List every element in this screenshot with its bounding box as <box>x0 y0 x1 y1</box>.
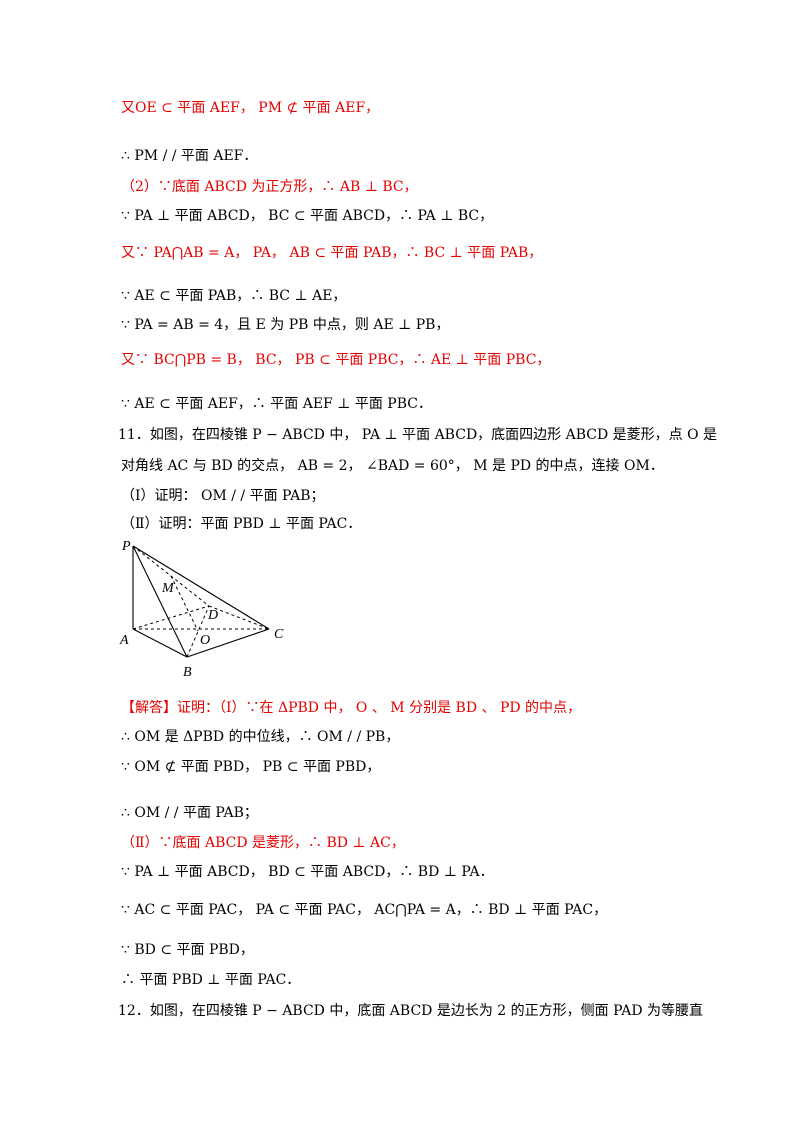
answer-line-8: ∵ BD ⊂ 平面 PBD， <box>121 942 254 958</box>
text-line-2: ∴ PM / / 平面 AEF． <box>121 148 258 164</box>
figure-label-P: P <box>121 539 131 554</box>
answer-line-4: ∴ OM / / 平面 PAB； <box>121 805 258 821</box>
answer-line-1: 【解答】证明：（Ⅰ）∵在 ΔPBD 中， O 、 M 分别是 BD 、 PD 的… <box>121 700 582 716</box>
text-line-1: 又OE ⊂ 平面 AEF， PM ⊄ 平面 AEF， <box>121 100 380 116</box>
answer-line-9: ∴ 平面 PBD ⊥ 平面 PAC． <box>121 972 301 988</box>
problem-11-line-2: 对角线 AC 与 BD 的交点， AB = 2， ∠BAD = 60°， M 是… <box>121 458 664 474</box>
text-line-8: 又∵ BC⋂PB = B， BC， PB ⊂ 平面 PBC，∴ AE ⊥ 平面 … <box>121 352 551 368</box>
figure-label-D: D <box>207 608 218 623</box>
answer-line-3: ∵ OM ⊄ 平面 PBD， PB ⊂ 平面 PBD， <box>121 759 381 775</box>
text-line-6: ∵ AE ⊂ 平面 PAB，∴ BC ⊥ AE， <box>121 288 347 304</box>
figure-label-C: C <box>274 627 284 642</box>
answer-line-7: ∵ AC ⊂ 平面 PAC， PA ⊂ 平面 PAC， AC⋂PA = A，∴ … <box>121 902 608 918</box>
figure-label-A: A <box>119 633 129 648</box>
answer-line-5: （Ⅱ）∵底面 ABCD 是菱形，∴ BD ⊥ AC， <box>121 835 405 851</box>
text-line-3: （2）∵底面 ABCD 为正方形，∴ AB ⊥ BC， <box>121 179 418 195</box>
figure-label-O: O <box>200 633 210 648</box>
text-line-5: 又∵ PA⋂AB = A， PA， AB ⊂ 平面 PAB，∴ BC ⊥ 平面 … <box>121 245 543 261</box>
problem-12-line-1: 12．如图，在四棱锥 P − ABCD 中，底面 ABCD 是边长为 2 的正方… <box>118 1003 704 1019</box>
text-line-4: ∵ PA ⊥ 平面 ABCD， BC ⊂ 平面 ABCD，∴ PA ⊥ BC， <box>121 208 494 224</box>
figure-label-B: B <box>183 665 192 680</box>
answer-line-6: ∵ PA ⊥ 平面 ABCD， BD ⊂ 平面 ABCD，∴ BD ⊥ PA． <box>121 864 494 880</box>
text-line-9: ∵ AE ⊂ 平面 AEF，∴ 平面 AEF ⊥ 平面 PBC． <box>121 396 432 412</box>
pyramid-figure: P M D A O C B <box>119 539 284 680</box>
problem-11-part-2: （Ⅱ）证明：平面 PBD ⊥ 平面 PAC． <box>121 516 362 532</box>
figure-label-M: M <box>161 581 175 596</box>
problem-11-line-1: 11．如图，在四棱锥 P − ABCD 中， PA ⊥ 平面 ABCD，底面四边… <box>118 427 718 443</box>
text-line-7: ∵ PA = AB = 4，且 E 为 PB 中点，则 AE ⊥ PB， <box>121 317 450 333</box>
problem-11-part-1: （Ⅰ）证明： OM / / 平面 PAB； <box>121 488 325 504</box>
answer-line-2: ∴ OM 是 ΔPBD 的中位线，∴ OM / / PB， <box>121 729 400 745</box>
